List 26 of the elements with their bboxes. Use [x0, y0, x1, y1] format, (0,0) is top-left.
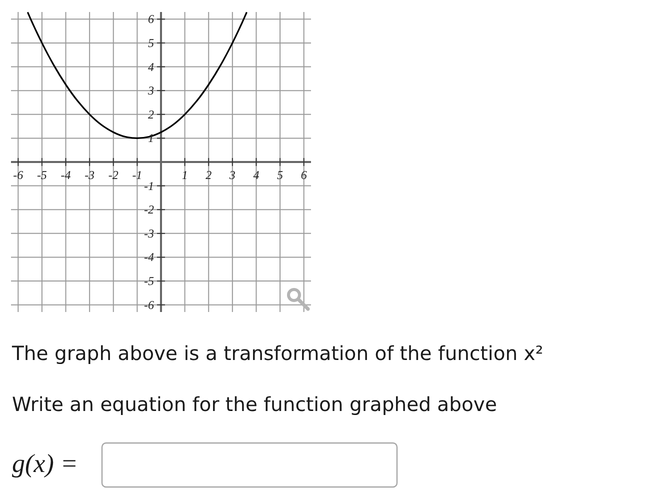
- text: Write an equation for the function graphed above: [12, 393, 497, 416]
- x-tick-label: 6: [300, 168, 307, 182]
- x-tick-label: -4: [60, 168, 71, 182]
- y-tick-label: 2: [148, 107, 154, 122]
- y-tick-label: -5: [144, 274, 154, 288]
- x-tick-label: 4: [253, 168, 260, 182]
- y-tick-label: -3: [144, 226, 154, 240]
- x-tick-label: -2: [108, 168, 118, 182]
- text: The graph above is a transformation of the function x²: [11, 342, 544, 365]
- y-tick-label: -1: [144, 178, 154, 193]
- x-tick-label: -5: [36, 168, 47, 182]
- x-tick-label: -3: [84, 168, 95, 182]
- y-tick-label: 5: [148, 36, 154, 50]
- y-tick-label: -2: [144, 202, 154, 217]
- x-tick-label: 2: [206, 168, 212, 182]
- y-tick-label: -6: [144, 298, 154, 312]
- x-tick-label: 5: [277, 168, 284, 182]
- y-tick-label: -4: [144, 250, 154, 264]
- x-tick-label: 3: [228, 168, 236, 182]
- text: g(x) =: [12, 449, 78, 478]
- x-tick-label: -1: [132, 168, 142, 182]
- y-tick-label: 4: [148, 60, 154, 74]
- y-tick-label: 3: [147, 84, 154, 98]
- x-tick-label: 1: [182, 168, 188, 182]
- x-tick-label: -6: [13, 168, 24, 182]
- y-tick-label: 6: [148, 12, 154, 26]
